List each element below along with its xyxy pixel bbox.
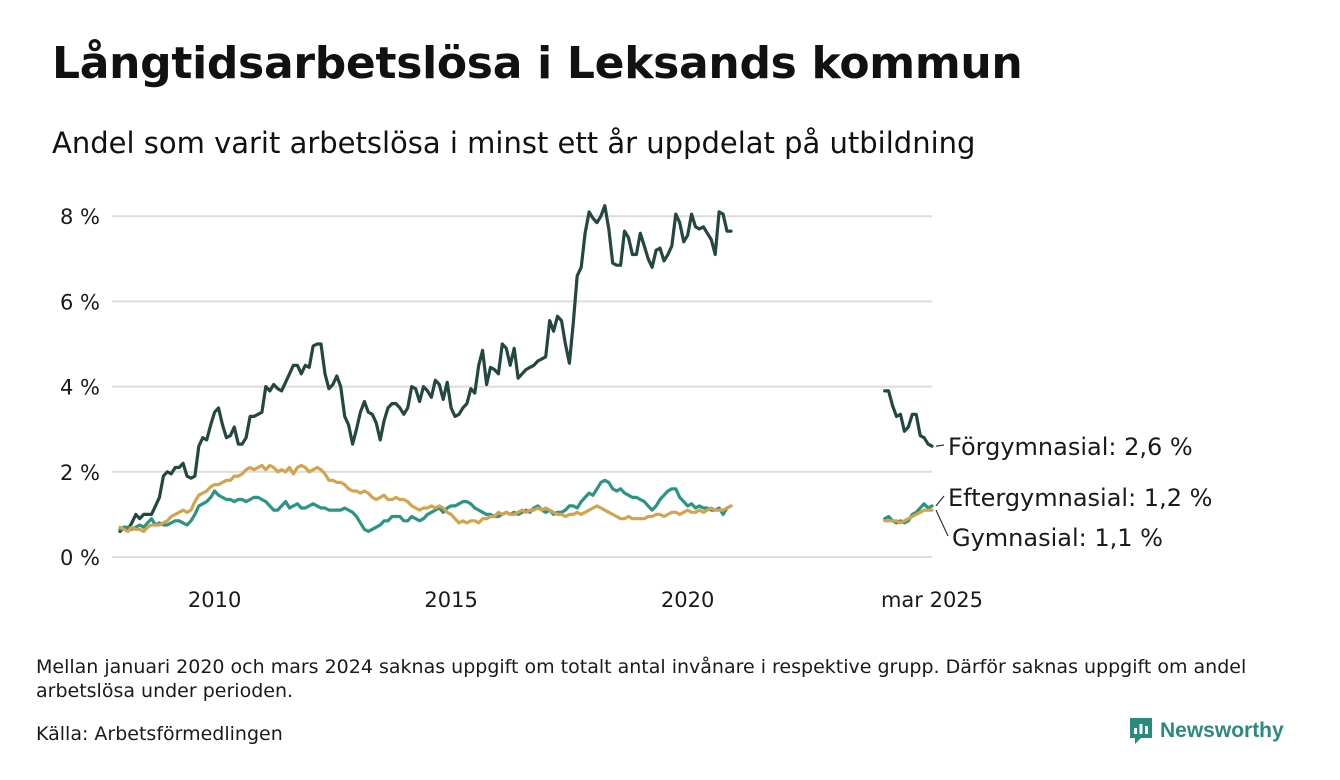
end-labels: Förgymnasial: 2,6 % Eftergymnasial: 1,2 %…: [935, 433, 1212, 552]
leader-line: [935, 444, 945, 447]
y-tick-label: 4 %: [60, 376, 100, 400]
end-label-gymnasial: Gymnasial: 1,1 %: [952, 524, 1163, 552]
x-tick-label: mar 2025: [881, 588, 983, 612]
source-credit: Källa: Arbetsförmedlingen: [36, 723, 283, 745]
y-axis-ticks: 0 % 2 % 4 % 6 % 8 %: [60, 205, 100, 570]
end-label-eftergymnasial: Eftergymnasial: 1,2 %: [948, 484, 1212, 512]
y-tick-label: 2 %: [60, 461, 100, 485]
x-tick-label: 2020: [661, 588, 714, 612]
end-label-förgymnasial: Förgymnasial: 2,6 %: [948, 433, 1193, 461]
y-tick-label: 6 %: [60, 290, 100, 314]
gridlines: [112, 215, 932, 558]
leader-line: [935, 509, 949, 537]
brand: Newsworthy: [1128, 716, 1284, 746]
y-tick-label: 0 %: [60, 546, 100, 570]
newsworthy-logo-icon: [1130, 718, 1152, 744]
series-line-eftergymnasial: [118, 478, 733, 533]
chart-title: Långtidsarbetslösa i Leksands kommun: [52, 38, 1023, 89]
footnote: Mellan januari 2020 och mars 2024 saknas…: [36, 656, 1247, 702]
leader-line: [935, 495, 945, 507]
series-line-gymnasial: [118, 463, 733, 533]
series-line-gymnasial: [883, 508, 934, 525]
x-axis-ticks: 2010 2015 2020 mar 2025: [188, 588, 983, 612]
series-lines: [118, 204, 934, 533]
line-chart: 0 % 2 % 4 % 6 % 8 % 2010 2015 2020 mar 2025 För…: [60, 204, 1212, 612]
y-tick-label: 8 %: [60, 205, 100, 229]
brand-name: Newsworthy: [1160, 719, 1284, 742]
series-line-förgymnasial: [118, 204, 733, 533]
x-tick-label: 2010: [188, 588, 241, 612]
chart-subtitle: Andel som varit arbetslösa i minst ett å…: [52, 126, 976, 160]
series-line-förgymnasial: [883, 389, 934, 448]
x-tick-label: 2015: [424, 588, 477, 612]
